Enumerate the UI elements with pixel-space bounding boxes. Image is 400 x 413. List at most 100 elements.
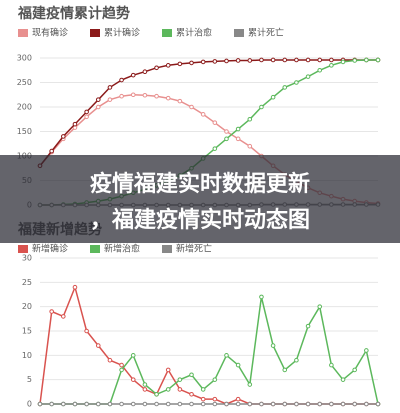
point bbox=[165, 387, 171, 392]
point bbox=[259, 57, 264, 63]
legend-swatch bbox=[90, 29, 100, 37]
point bbox=[259, 294, 264, 300]
legend-label: 新增治愈 bbox=[104, 243, 140, 255]
point bbox=[72, 284, 78, 290]
point bbox=[154, 401, 159, 407]
point bbox=[259, 104, 264, 110]
point bbox=[142, 401, 148, 407]
point bbox=[119, 77, 124, 83]
point bbox=[142, 69, 148, 75]
point bbox=[352, 367, 357, 373]
point bbox=[37, 401, 43, 407]
point bbox=[189, 401, 194, 407]
point bbox=[317, 67, 323, 73]
point bbox=[340, 377, 346, 382]
point bbox=[95, 97, 101, 102]
point bbox=[329, 63, 334, 68]
point bbox=[95, 343, 101, 348]
y-tick-label: 0 bbox=[27, 400, 32, 409]
legend-swatch bbox=[162, 29, 172, 37]
point bbox=[317, 401, 323, 407]
point bbox=[364, 348, 369, 353]
point bbox=[247, 58, 253, 63]
point bbox=[282, 85, 288, 90]
point bbox=[212, 146, 218, 151]
point bbox=[61, 401, 66, 407]
point bbox=[224, 129, 229, 134]
point bbox=[212, 396, 218, 402]
point bbox=[270, 57, 276, 63]
legend-swatch bbox=[18, 245, 28, 253]
point bbox=[282, 367, 288, 373]
point bbox=[107, 85, 113, 90]
point bbox=[305, 401, 311, 407]
banner-text: 疫情福建实时数据更新 bbox=[90, 171, 310, 197]
y-tick-label: 30 bbox=[22, 254, 32, 263]
point bbox=[189, 372, 194, 378]
point bbox=[165, 401, 171, 407]
point bbox=[95, 401, 101, 407]
point bbox=[177, 98, 183, 104]
point bbox=[200, 401, 206, 407]
y-tick-label: 5 bbox=[27, 375, 32, 384]
point bbox=[84, 328, 89, 334]
point bbox=[107, 401, 113, 407]
point bbox=[212, 59, 218, 64]
point bbox=[305, 57, 311, 63]
point bbox=[364, 57, 369, 63]
point bbox=[352, 401, 357, 407]
point bbox=[282, 401, 288, 407]
point bbox=[317, 304, 323, 309]
point bbox=[49, 401, 54, 407]
point bbox=[329, 401, 334, 407]
y-tick-label: 25 bbox=[22, 278, 32, 287]
point bbox=[235, 136, 241, 142]
point bbox=[130, 377, 136, 382]
point bbox=[189, 391, 194, 397]
legend-swatch bbox=[90, 245, 100, 253]
point bbox=[177, 387, 183, 392]
point bbox=[294, 80, 299, 85]
point bbox=[340, 59, 346, 65]
point bbox=[212, 120, 218, 125]
point bbox=[84, 109, 89, 115]
legend-label: 新增死亡 bbox=[176, 243, 212, 255]
point bbox=[375, 401, 381, 407]
point bbox=[270, 401, 276, 407]
y-tick-label: 10 bbox=[22, 351, 32, 360]
point bbox=[61, 314, 66, 319]
y-tick-label: 150 bbox=[17, 127, 32, 136]
point bbox=[235, 126, 241, 132]
point bbox=[130, 401, 136, 407]
point bbox=[294, 357, 299, 363]
y-tick-label: 20 bbox=[22, 302, 32, 311]
point bbox=[224, 58, 229, 64]
point bbox=[72, 121, 78, 127]
point bbox=[49, 309, 54, 314]
point bbox=[142, 387, 148, 392]
point bbox=[235, 362, 241, 368]
legend-label: 累计确诊 bbox=[104, 27, 140, 39]
point bbox=[95, 104, 101, 110]
point bbox=[119, 401, 124, 407]
point bbox=[119, 367, 124, 373]
legend-swatch bbox=[18, 29, 28, 37]
point bbox=[154, 391, 159, 397]
point bbox=[107, 357, 113, 363]
point bbox=[247, 116, 253, 122]
point bbox=[317, 57, 323, 63]
point bbox=[235, 396, 241, 402]
point bbox=[84, 114, 89, 120]
point bbox=[270, 343, 276, 348]
point bbox=[200, 59, 206, 65]
point bbox=[130, 92, 136, 98]
point bbox=[282, 57, 288, 63]
y-tick-label: 200 bbox=[17, 103, 32, 112]
point bbox=[270, 94, 276, 100]
point bbox=[224, 353, 229, 358]
point bbox=[177, 61, 183, 67]
point bbox=[212, 377, 218, 382]
legend-swatch bbox=[234, 29, 244, 37]
point bbox=[375, 57, 381, 63]
chart-title: 福建疫情累计趋势 bbox=[17, 5, 130, 22]
